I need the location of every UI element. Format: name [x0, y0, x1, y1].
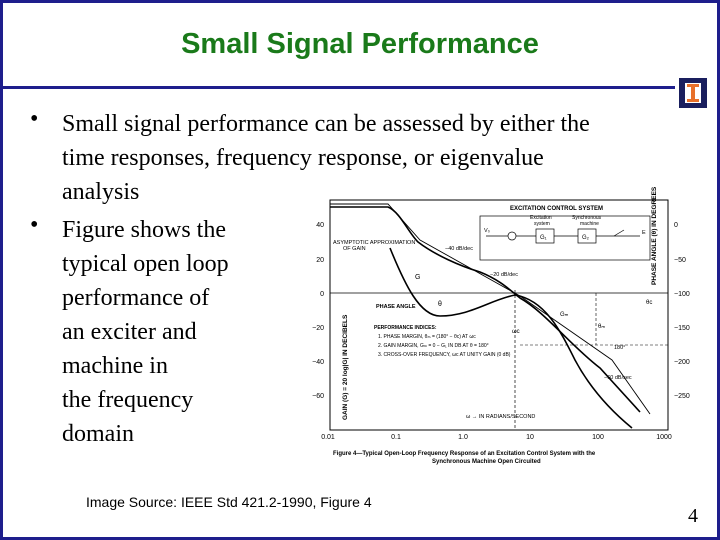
right-tick: −200 [674, 359, 690, 366]
x-tick: 100 [592, 434, 604, 441]
svg-text:G₁: G₁ [540, 235, 547, 241]
svg-text:OF GAIN: OF GAIN [343, 246, 366, 252]
bullet-icon: • [30, 106, 39, 132]
svg-text:PHASE ANGLE: PHASE ANGLE [376, 304, 416, 310]
svg-text:Synchronous: Synchronous [572, 215, 602, 221]
excitation-control-diagram: EXCITATION CONTROL SYSTEM Excitation sys… [479, 206, 651, 261]
svg-text:θc: θc [646, 300, 652, 306]
svg-text:machine: machine [580, 221, 599, 227]
right-tick: −250 [674, 393, 690, 400]
svg-text:ω → IN RADIANS/SECOND: ω → IN RADIANS/SECOND [466, 414, 535, 420]
left-axis-label: GAIN (G) = 20 log|G| IN DECIBELS [342, 314, 349, 420]
svg-text:G₂: G₂ [582, 235, 590, 241]
right-tick: −100 [674, 291, 690, 298]
right-tick: −50 [674, 257, 686, 264]
bullet-text-1: Small signal performance can be assessed… [62, 111, 590, 205]
right-axis-label: PHASE ANGLE (θ) IN DEGREES [651, 186, 658, 285]
plot-frame [329, 199, 669, 431]
svg-text:−40 dB/dec: −40 dB/dec [445, 246, 473, 252]
svg-text:θ: θ [438, 301, 442, 308]
svg-text:3. CROSS-OVER FREQUENCY, ωc AT: 3. CROSS-OVER FREQUENCY, ωc AT UNITY GAI… [378, 352, 511, 358]
x-tick: 1.0 [458, 434, 468, 441]
left-tick: 40 [316, 222, 324, 229]
right-tick: −150 [674, 325, 690, 332]
svg-text:−60 dB/sec: −60 dB/sec [604, 375, 632, 381]
asymptote-curve [330, 203, 651, 415]
svg-text:180°: 180° [614, 345, 625, 351]
svg-text:G: G [415, 274, 420, 281]
svg-text:Excitation: Excitation [530, 215, 552, 221]
page-number: 4 [688, 505, 698, 527]
svg-text:system: system [534, 221, 550, 227]
university-logo-icon [679, 78, 707, 108]
image-source: Image Source: IEEE Std 421.2-1990, Figur… [86, 494, 372, 510]
bullet-icon: • [30, 212, 39, 238]
svg-text:Gₘ: Gₘ [560, 312, 569, 318]
svg-text:−20 dB/dec: −20 dB/dec [490, 272, 518, 278]
svg-text:E: E [642, 230, 646, 236]
diagram-title: EXCITATION CONTROL SYSTEM [510, 206, 603, 212]
slide-title: Small Signal Performance [181, 28, 539, 60]
bullet-text-2: Figure shows the typical open loop perfo… [62, 217, 229, 447]
svg-text:V₀: V₀ [484, 228, 490, 234]
x-tick: 1000 [656, 434, 672, 441]
x-tick: 0.01 [321, 434, 335, 441]
left-tick: −20 [312, 325, 324, 332]
figure-caption: Figure 4—Typical Open-Loop Frequency Res… [333, 451, 596, 457]
left-tick: 0 [320, 291, 324, 298]
left-tick: −40 [312, 359, 324, 366]
svg-text:θₘ: θₘ [598, 324, 605, 330]
left-tick: 20 [316, 257, 324, 264]
svg-text:Synchronous Machine Open Circu: Synchronous Machine Open Circuited [432, 459, 541, 465]
right-tick: 0 [674, 222, 678, 229]
svg-text:ωc: ωc [512, 329, 520, 335]
svg-text:ASYMPTOTIC APPROXIMATION: ASYMPTOTIC APPROXIMATION [333, 240, 415, 246]
svg-text:2. GAIN MARGIN, Gₘ = 0 − G₁ I: 2. GAIN MARGIN, Gₘ = 0 − G₁ IN DB AT θ =… [378, 343, 489, 349]
frequency-response-figure: 40 20 0 −20 −40 −60 0 −50 −100 −150 −200… [312, 186, 690, 465]
svg-text:PERFORMANCE INDICES:: PERFORMANCE INDICES: [374, 325, 437, 331]
svg-text:1. PHASE MARGIN, θₘ = (180° −: 1. PHASE MARGIN, θₘ = (180° − θc) AT ωc [378, 334, 476, 340]
title-rule [3, 86, 675, 89]
x-tick: 0.1 [391, 434, 401, 441]
x-tick: 10 [526, 434, 534, 441]
left-tick: −60 [312, 393, 324, 400]
